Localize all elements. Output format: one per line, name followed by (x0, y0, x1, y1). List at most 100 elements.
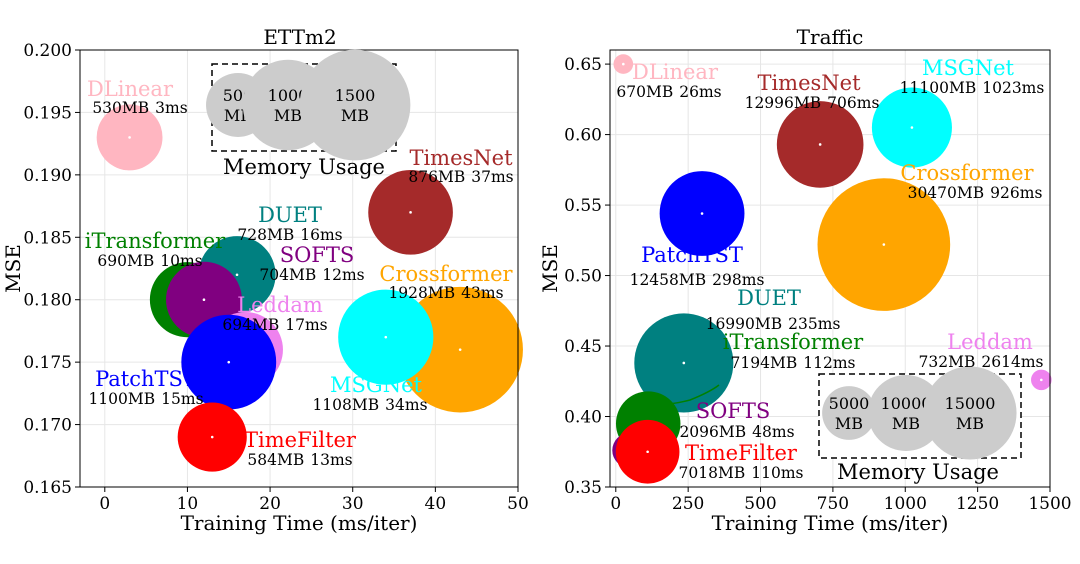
time-value: 43ms (461, 284, 503, 302)
time-value: 112ms (803, 354, 855, 372)
legend-circle (822, 386, 876, 440)
detail-timefilter: 7018MB 110ms (679, 464, 804, 482)
label-duet: DUET (258, 203, 322, 227)
detail-itransformer: 690MB 10ms (97, 252, 202, 270)
point-center-patchtst (700, 212, 704, 215)
panel-ettm2: 0 10 20 30 40 50 0.165 0.170 0.175 0.180 0.185 0.19… (1, 25, 529, 535)
memory-value: 694MB (222, 316, 279, 334)
time-value: 16ms (300, 226, 342, 244)
point-center-patchtst (227, 360, 231, 364)
memory-value: 11100MB (900, 79, 977, 97)
memory-value: 728MB (237, 226, 294, 244)
time-value: 926ms (990, 184, 1042, 202)
detail-crossformer: 1928MB 43ms (388, 284, 503, 302)
chart-title: ETTm2 (263, 25, 336, 49)
x-axis-label: Training Time (ms/iter) (181, 511, 418, 535)
label-leddam: Leddam (237, 293, 323, 317)
memory-value: 7194MB (731, 354, 798, 372)
memory-value: 530MB (92, 99, 149, 117)
y-tick-label: 0.185 (23, 228, 72, 248)
y-tick-label: 0.65 (564, 55, 602, 75)
time-value: 1023ms (982, 79, 1044, 97)
time-value: 48ms (752, 423, 794, 441)
point-center-timesnet (409, 211, 412, 214)
label-softs: SOFTS (696, 399, 771, 423)
detail-crossformer: 30470MB 926ms (908, 184, 1043, 202)
memory-value: 2096MB (679, 423, 746, 441)
plot-frame (609, 49, 1051, 488)
label-itransformer: iTransformer (85, 229, 226, 253)
legend-title: Memory Usage (837, 460, 999, 484)
memory-value: 690MB (97, 252, 154, 270)
x-tick-label: 0 (610, 494, 621, 514)
memory-value: 584MB (247, 451, 304, 469)
x-tick-label: 1000 (884, 494, 927, 514)
detail-dlinear: 530MB 3ms (92, 99, 187, 117)
legend-unit: MB (835, 414, 863, 433)
label-patchtst: PatchTST (641, 243, 743, 267)
time-value: 13ms (310, 451, 352, 469)
point-center-timesnet (818, 143, 822, 146)
detail-timesnet: 12996MB 706ms (745, 94, 880, 112)
memory-value: 12458MB (630, 271, 707, 289)
legend-value: 15000 (945, 394, 996, 413)
point-center-leddam (1040, 378, 1043, 382)
memory-value: 1100MB (88, 390, 155, 408)
point-center-duet (682, 361, 686, 365)
detail-itransformer: 7194MB 112ms (731, 354, 856, 372)
y-tick-label: 0.45 (564, 337, 602, 357)
point-center-dlinear (622, 62, 625, 66)
time-value: 2614ms (981, 353, 1043, 371)
time-value: 12ms (322, 266, 364, 284)
x-tick-label: 40 (425, 494, 447, 514)
y-axis-label: MSE (538, 244, 562, 293)
point-center-timefilter (210, 435, 214, 439)
memory-value: 16990MB (706, 315, 783, 333)
legend-value: 5000 (829, 394, 870, 413)
label-crossformer: Crossformer (379, 262, 513, 286)
memory-value: 30470MB (908, 184, 985, 202)
x-tick-label: 750 (817, 494, 849, 514)
y-tick-label: 0.175 (23, 353, 72, 373)
y-tick-label: 0.170 (23, 416, 72, 436)
memory-value: 876MB (408, 168, 465, 186)
x-tick-label: 10 (177, 494, 199, 514)
x-tick-label: 0 (99, 494, 110, 514)
legend-unit: MB (341, 106, 369, 125)
legend-circle (299, 49, 411, 161)
detail-dlinear: 670MB 26ms (616, 83, 721, 101)
legend-value: 10000 (881, 394, 932, 413)
detail-timesnet: 876MB 37ms (408, 168, 513, 186)
point-center-msgnet (910, 126, 914, 129)
time-value: 34ms (385, 396, 427, 414)
legend-value: 1500 (335, 86, 376, 105)
y-axis-label: MSE (1, 244, 25, 293)
time-value: 298ms (712, 271, 764, 289)
detail-leddam: 694MB 17ms (222, 316, 327, 334)
detail-duet: 728MB 16ms (237, 226, 342, 244)
label-timesnet: TimesNet (757, 71, 861, 95)
label-msgnet: MSGNet (922, 56, 1014, 80)
label-duet: DUET (737, 286, 801, 310)
x-tick-label: 50 (507, 494, 529, 514)
label-msgnet: MSGNet (330, 373, 422, 397)
time-value: 15ms (161, 390, 203, 408)
y-tick-label: 0.190 (23, 166, 72, 186)
label-itransformer: iTransformer (723, 330, 864, 354)
detail-msgnet: 11100MB 1023ms (900, 79, 1045, 97)
x-tick-label: 20 (259, 494, 281, 514)
detail-msgnet: 1108MB 34ms (312, 396, 427, 414)
time-value: 17ms (285, 316, 327, 334)
label-crossformer: Crossformer (900, 161, 1034, 185)
memory-value: 670MB (616, 83, 673, 101)
detail-softs: 2096MB 48ms (679, 423, 794, 441)
memory-value: 7018MB (679, 464, 746, 482)
detail-duet: 16990MB 235ms (706, 315, 841, 333)
time-value: 10ms (160, 252, 202, 270)
y-tick-label: 0.200 (23, 41, 72, 61)
legend-circle (868, 375, 944, 451)
y-tick-label: 0.35 (564, 478, 602, 498)
detail-leddam: 732MB 2614ms (919, 353, 1044, 371)
y-tick-label: 0.60 (564, 126, 602, 146)
